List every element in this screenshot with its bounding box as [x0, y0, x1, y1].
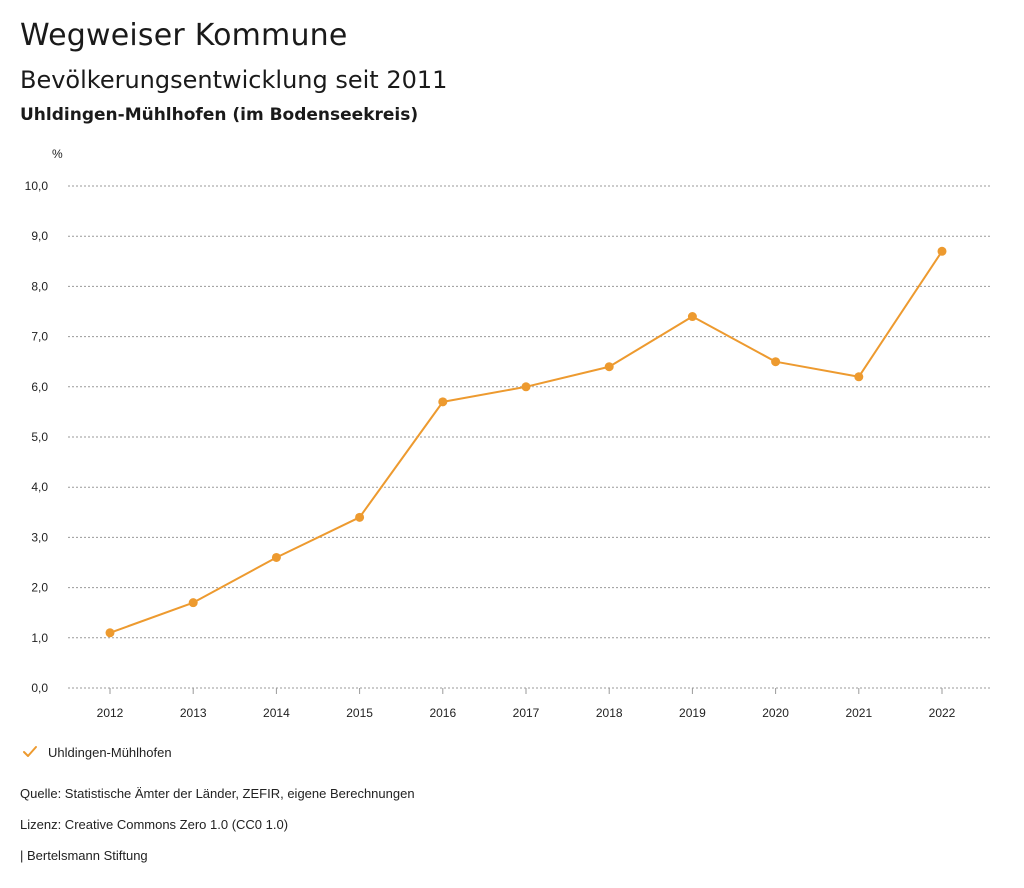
check-icon: [23, 746, 37, 757]
chart-subtitle: Bevölkerungsentwicklung seit 2011: [20, 66, 448, 94]
y-tick-label: 7,0: [31, 330, 48, 344]
x-tick-label: 2019: [679, 706, 706, 720]
x-tick-label: 2014: [263, 706, 290, 720]
x-tick-label: 2022: [929, 706, 956, 720]
x-tick-label: 2018: [596, 706, 623, 720]
y-tick-label: 10,0: [25, 179, 49, 193]
y-tick-label: 0,0: [31, 681, 48, 695]
y-tick-label: 8,0: [31, 279, 48, 293]
data-point[interactable]: [771, 357, 781, 367]
y-tick-label: 1,0: [31, 631, 48, 645]
data-point[interactable]: [521, 382, 531, 392]
data-point[interactable]: [687, 312, 697, 322]
y-tick-label: 5,0: [31, 430, 48, 444]
data-point[interactable]: [355, 512, 365, 522]
series-line: [109, 250, 943, 634]
y-axis-unit: %: [52, 147, 63, 161]
publisher-note: | Bertelsmann Stiftung: [20, 848, 148, 863]
y-grid: [68, 185, 990, 689]
y-tick-label: 4,0: [31, 480, 48, 494]
x-tick-label: 2016: [429, 706, 456, 720]
data-point[interactable]: [271, 552, 281, 562]
region-name: Uhldingen-Mühlhofen (im Bodenseekreis): [20, 105, 419, 125]
data-point[interactable]: [604, 362, 614, 372]
y-tick-label: 2,0: [31, 581, 48, 595]
line-chart: 0,01,02,03,04,05,06,07,08,09,010,0 2012 2…: [25, 147, 990, 720]
x-tick-label: 2017: [513, 706, 540, 720]
x-tick-label: 2012: [97, 706, 124, 720]
chart-legend[interactable]: Uhldingen-Mühlhofen: [22, 744, 172, 760]
y-tick-label: 3,0: [31, 530, 48, 544]
page-title: Wegweiser Kommune: [20, 18, 348, 53]
data-point[interactable]: [438, 397, 448, 407]
data-point[interactable]: [854, 372, 864, 382]
x-tick-label: 2015: [346, 706, 373, 720]
x-axis-ticks: 2012 2013 2014 2015 2016 2017 2018 2019 2020 2021…: [97, 688, 956, 720]
legend-label: Uhldingen-Mühlhofen: [48, 744, 172, 760]
data-point[interactable]: [188, 598, 198, 608]
x-tick-label: 2021: [845, 706, 872, 720]
source-note: Quelle: Statistische Ämter der Länder, Z…: [20, 786, 415, 801]
series-line-group: [105, 246, 947, 638]
y-axis-ticks: 0,0 1,0 2,0 3,0 4,0 5,0 6,0 7,0 8,0 9,0 10,0: [25, 179, 49, 695]
data-point[interactable]: [105, 628, 115, 638]
license-note: Lizenz: Creative Commons Zero 1.0 (CC0 1…: [20, 817, 289, 832]
y-tick-label: 6,0: [31, 380, 48, 394]
data-point[interactable]: [937, 246, 947, 256]
x-tick-label: 2013: [180, 706, 207, 720]
x-tick-label: 2020: [762, 706, 789, 720]
y-tick-label: 9,0: [31, 229, 48, 243]
